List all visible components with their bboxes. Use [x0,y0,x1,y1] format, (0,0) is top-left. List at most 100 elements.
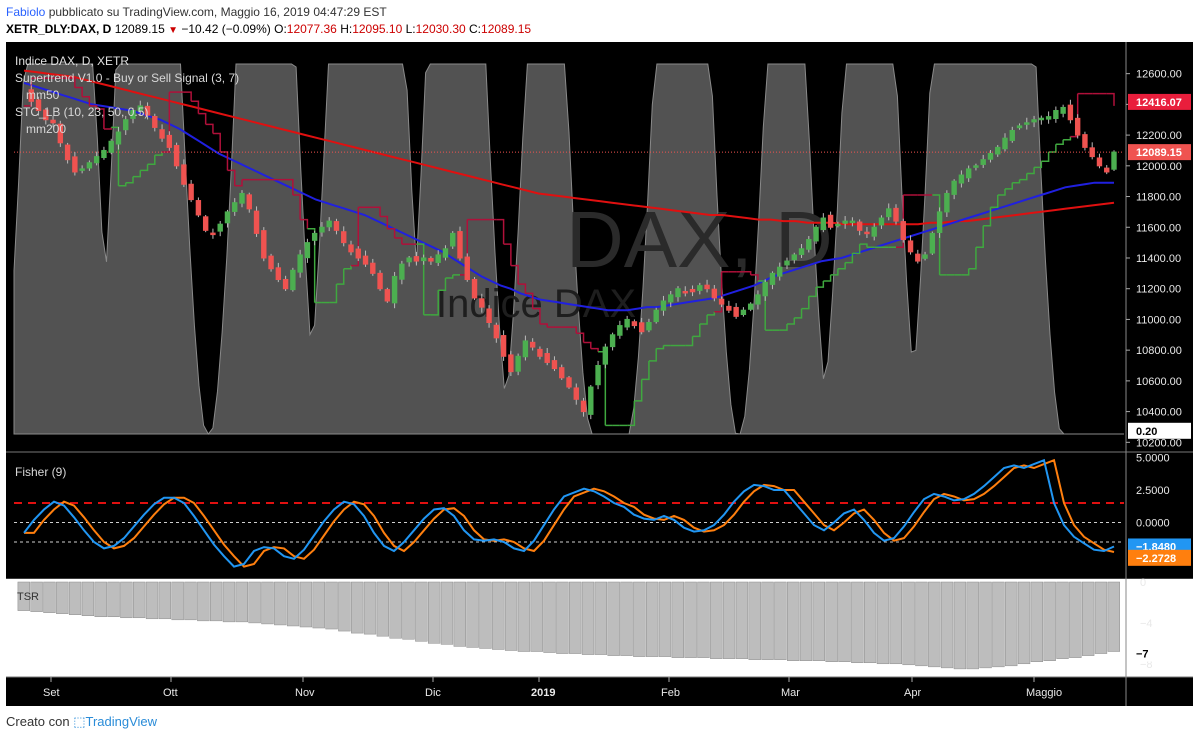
supertrend-segment [147,155,156,166]
tsr-tick-label: 0 [1140,577,1146,589]
candle-body [290,269,296,291]
candle-body [261,230,267,259]
candle-body [195,200,202,216]
tradingview-brand[interactable]: TradingView [85,714,158,729]
candle-body [28,89,34,102]
supertrend-segment [896,195,905,248]
candle-body [733,306,739,317]
candle-body [1009,129,1015,141]
supertrend-segment [1005,182,1014,190]
candle-body [675,288,681,298]
supertrend-segment [692,324,701,338]
supertrend-segment [634,379,643,402]
down-arrow-icon: ▼ [168,25,179,36]
supertrend-segment [743,271,752,275]
candle-body [282,278,289,290]
tsr-bar [671,581,684,658]
candle-body [275,267,282,280]
tsr-bar [915,581,928,667]
candle-body [813,226,819,242]
candle-body [624,318,630,328]
candle-body [936,211,943,233]
candle-body [995,146,1001,155]
candle-body [108,140,114,153]
supertrend-segment [1026,167,1035,175]
tsr-bar [299,581,313,628]
tsr-bar [569,581,582,654]
tsr-bar [427,581,441,644]
candle-body [755,294,761,305]
tsr-bar [184,581,197,621]
tsr-bar [222,581,236,623]
tsr-bar [735,581,749,659]
candle-body [79,168,85,171]
tsr-bar [1005,581,1018,667]
tsr-bar [56,581,69,614]
publish-text: pubblicato su TradingView.com, Maggio 16… [48,5,387,19]
tsr-bar [889,581,902,665]
candle-body [377,272,383,290]
tsr-bar [966,581,979,670]
candle-body [573,387,579,400]
candle-body [442,248,449,258]
candle-body [871,226,877,237]
supertrend-segment [779,324,788,331]
candle-body [740,309,747,316]
tsr-bar [171,581,184,621]
time-tick-label: Feb [661,687,680,699]
candle-body [922,254,928,259]
candle-body [1104,167,1110,173]
candle-body [232,202,238,212]
candle-body [718,298,725,305]
chart-svg[interactable]: DAX, D Indice DAX 5.00002.50000.0000−1.8… [6,42,1193,706]
supertrend-segment [997,188,1006,196]
candle-body [1074,117,1081,136]
candle-body [1096,157,1103,167]
candle-body [915,253,921,262]
legend-tsr: TSR [17,591,39,603]
open-label: O: [274,22,287,36]
tsr-bar [479,581,492,649]
supertrend-segment [125,176,134,184]
tsr-bar [658,581,672,657]
candle-body [210,232,216,236]
supertrend-segment [300,218,309,229]
candle-body [849,220,856,224]
supertrend-segment [975,225,984,248]
author-link[interactable]: Fabiolo [6,5,46,19]
candle-body [123,119,129,131]
supertrend-segment [583,341,592,349]
legend-mm200: mm200 [26,122,66,136]
candle-body [479,298,485,308]
last-price-label: 12089.15 [1136,147,1182,159]
price-tick-label: 12600.00 [1136,69,1182,81]
tsr-bar [30,581,43,612]
candle-body [893,207,899,222]
supertrend-segment [205,123,214,134]
trigger-last-label-box [1128,549,1191,566]
tsr-bar [235,581,248,623]
candle-body [791,254,797,261]
time-tick-label: Apr [904,687,921,699]
supertrend-segment [1041,151,1050,162]
candle-body [493,324,500,339]
chart-area[interactable]: DAX, D Indice DAX 5.0000 2.5000 0.0000 −1.8… [6,42,1193,706]
candle-body [973,165,979,168]
candle-body [428,257,434,262]
tsr-bar [697,581,710,658]
supertrend-segment [154,151,163,156]
candle-body [1053,110,1059,120]
candle-body [224,211,231,224]
candle-body [1002,137,1008,150]
tsr-bar [645,581,659,657]
tsr-bar [876,581,890,665]
price-tick-label: 11600.00 [1136,222,1181,234]
candle-body [35,99,42,112]
supertrend-segment [961,268,970,276]
tsr-bar [389,581,402,639]
candle-body [413,256,420,262]
stc-fill [13,63,1124,435]
candle-body [304,242,311,259]
tsr-bar [133,581,146,619]
